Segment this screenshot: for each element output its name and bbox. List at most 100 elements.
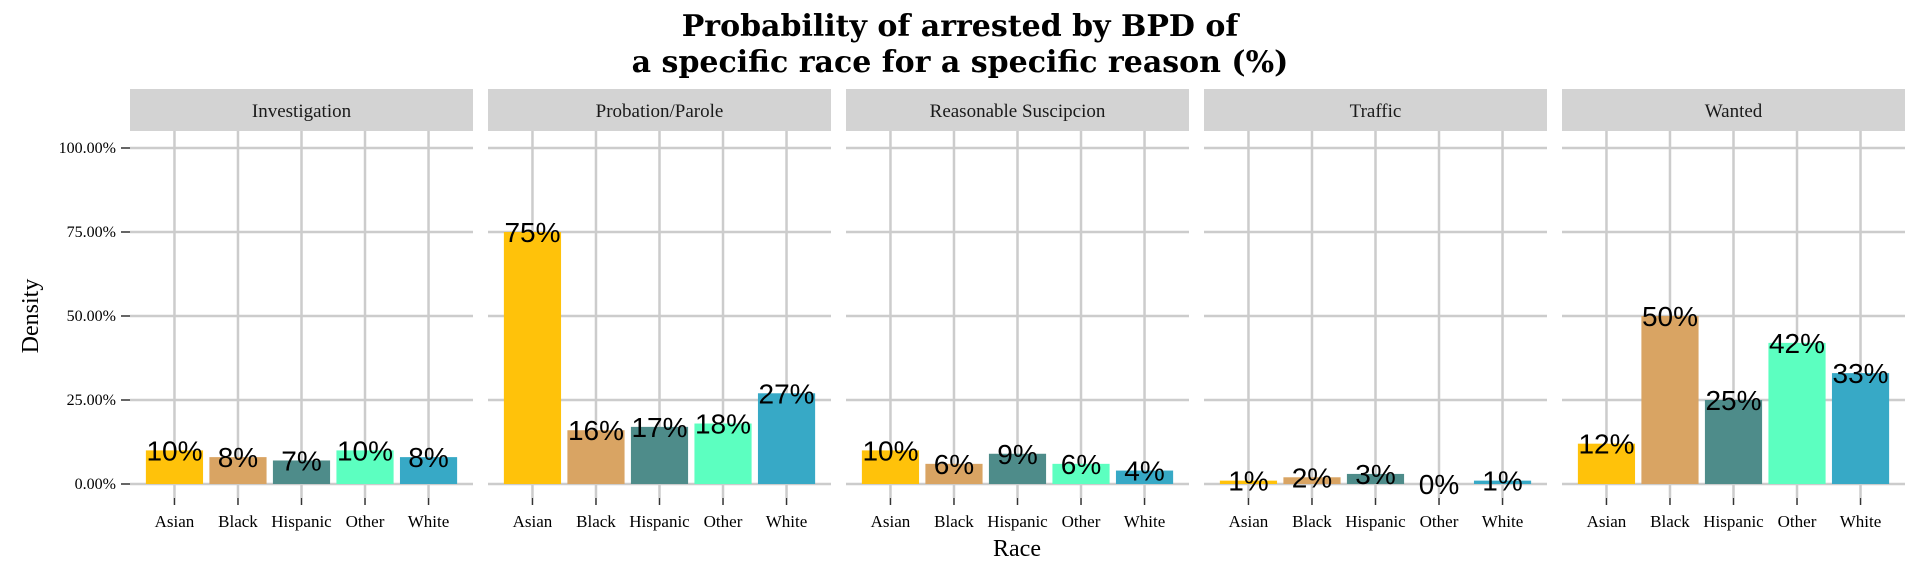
bar-value-label: 16% [568,415,624,446]
bar-value-label: 27% [759,378,815,409]
facet-strip-label: Probation/Parole [596,101,724,122]
x-tick-label: White [408,512,450,531]
bar [567,430,625,484]
x-tick-label: Other [1420,512,1459,531]
x-axis-title: Race [993,536,1041,562]
x-tick-label: Asian [513,512,553,531]
bar-value-label: 17% [631,412,687,443]
bar-value-label: 10% [862,435,918,466]
x-tick-label: Hispanic [271,512,332,531]
bar [1831,373,1890,484]
bar [272,460,331,484]
facet-panel: Probation/Parole 75% Asian 16% Black 17% Hispa… [488,89,831,531]
facet-strip [846,89,1189,131]
chart-title-line2: a specific race for a specific reason (%… [632,45,1289,80]
facet-panel: Investigation 10% Asian 8% Black 7% Hispanic 10… [130,89,473,531]
facet-panel: Traffic 1% Asian 2% Black 3% Hispanic 0% Other 1%… [1204,89,1547,531]
x-tick-label: Hispanic [1345,512,1406,531]
x-tick-label: White [766,512,808,531]
bar-value-label: 33% [1833,358,1889,389]
bar-value-label: 2% [1292,462,1332,493]
x-tick-label: Hispanic [1703,512,1764,531]
bar-value-label: 75% [504,217,560,248]
bar-value-label: 12% [1578,429,1634,460]
x-tick-label: Black [1292,512,1332,531]
bar-value-label: 1% [1228,466,1268,497]
x-tick-label: Other [346,512,385,531]
y-tick-label: 25.00% [67,392,116,409]
bar-value-label: 6% [934,449,974,480]
x-tick-label: Black [1650,512,1690,531]
x-tick-label: Other [704,512,743,531]
y-axis: 0.00% 25.00% 50.00% 75.00% 100.00% [59,140,130,493]
bar [503,232,562,484]
facet-panel: Wanted 12% Asian 50% Black 25% Hispanic 42% Othe… [1562,89,1905,531]
x-tick-label: Black [218,512,258,531]
bar-value-label: 42% [1769,328,1825,359]
x-tick-label: White [1124,512,1166,531]
bar [1052,463,1110,484]
bar [1768,342,1826,484]
bar [1346,473,1405,484]
bar-value-label: 4% [1124,456,1164,487]
x-tick-label: Asian [871,512,911,531]
bar-value-label: 3% [1355,459,1395,490]
bar [630,426,689,484]
y-tick-label: 0.00% [75,476,116,493]
facet-strip [488,89,831,131]
y-tick-label: 75.00% [67,224,116,241]
bar-value-label: 8% [408,442,448,473]
facet-panels: Investigation 10% Asian 8% Black 7% Hispanic 10… [130,89,1905,531]
bar [988,453,1047,484]
bar [1219,480,1278,484]
facet-strip-label: Wanted [1705,101,1763,122]
facet-strip [1204,89,1547,131]
x-tick-label: Other [1778,512,1817,531]
bar [1473,480,1532,484]
bar [925,463,983,484]
facet-strip [130,89,473,131]
bar-value-label: 8% [218,442,258,473]
facet-strip [1562,89,1905,131]
bar [399,457,458,484]
facet-strip-label: Investigation [252,101,352,122]
bar [145,450,204,484]
bar [1283,477,1341,484]
facet-panel: Reasonable Suscipcion 10% Asian 6% Black 9% Hi… [846,89,1189,531]
bar-value-label: 9% [997,439,1037,470]
bar-value-label: 7% [281,445,321,476]
y-tick-label: 100.00% [59,140,116,157]
bar-value-label: 10% [337,435,393,466]
bar [757,393,816,484]
bar [336,450,394,484]
bar [1641,316,1699,484]
x-tick-label: Asian [1229,512,1269,531]
x-tick-label: White [1482,512,1524,531]
bar-value-label: 1% [1482,466,1522,497]
bar-value-label: 10% [146,435,202,466]
facet-strip-label: Traffic [1350,101,1402,122]
bar [1577,443,1636,484]
bar [1704,400,1763,484]
bar-value-label: 0% [1419,469,1459,500]
x-tick-label: Asian [155,512,195,531]
x-tick-label: Hispanic [629,512,690,531]
x-tick-label: Asian [1587,512,1627,531]
bar-value-label: 6% [1061,449,1101,480]
x-tick-label: Hispanic [987,512,1048,531]
x-tick-label: Black [576,512,616,531]
bar-value-label: 25% [1705,385,1761,416]
y-tick-label: 50.00% [67,308,116,325]
bar [694,423,752,484]
bar [209,457,267,484]
bar [1115,470,1174,484]
bar-value-label: 50% [1642,301,1698,332]
chart-title-line1: Probability of arrested by BPD of [682,9,1241,44]
x-tick-label: White [1840,512,1882,531]
facet-strip-label: Reasonable Suscipcion [930,101,1106,122]
bar [861,450,920,484]
x-tick-label: Black [934,512,974,531]
bar-value-label: 18% [695,409,751,440]
y-axis-title: Density [18,279,44,354]
